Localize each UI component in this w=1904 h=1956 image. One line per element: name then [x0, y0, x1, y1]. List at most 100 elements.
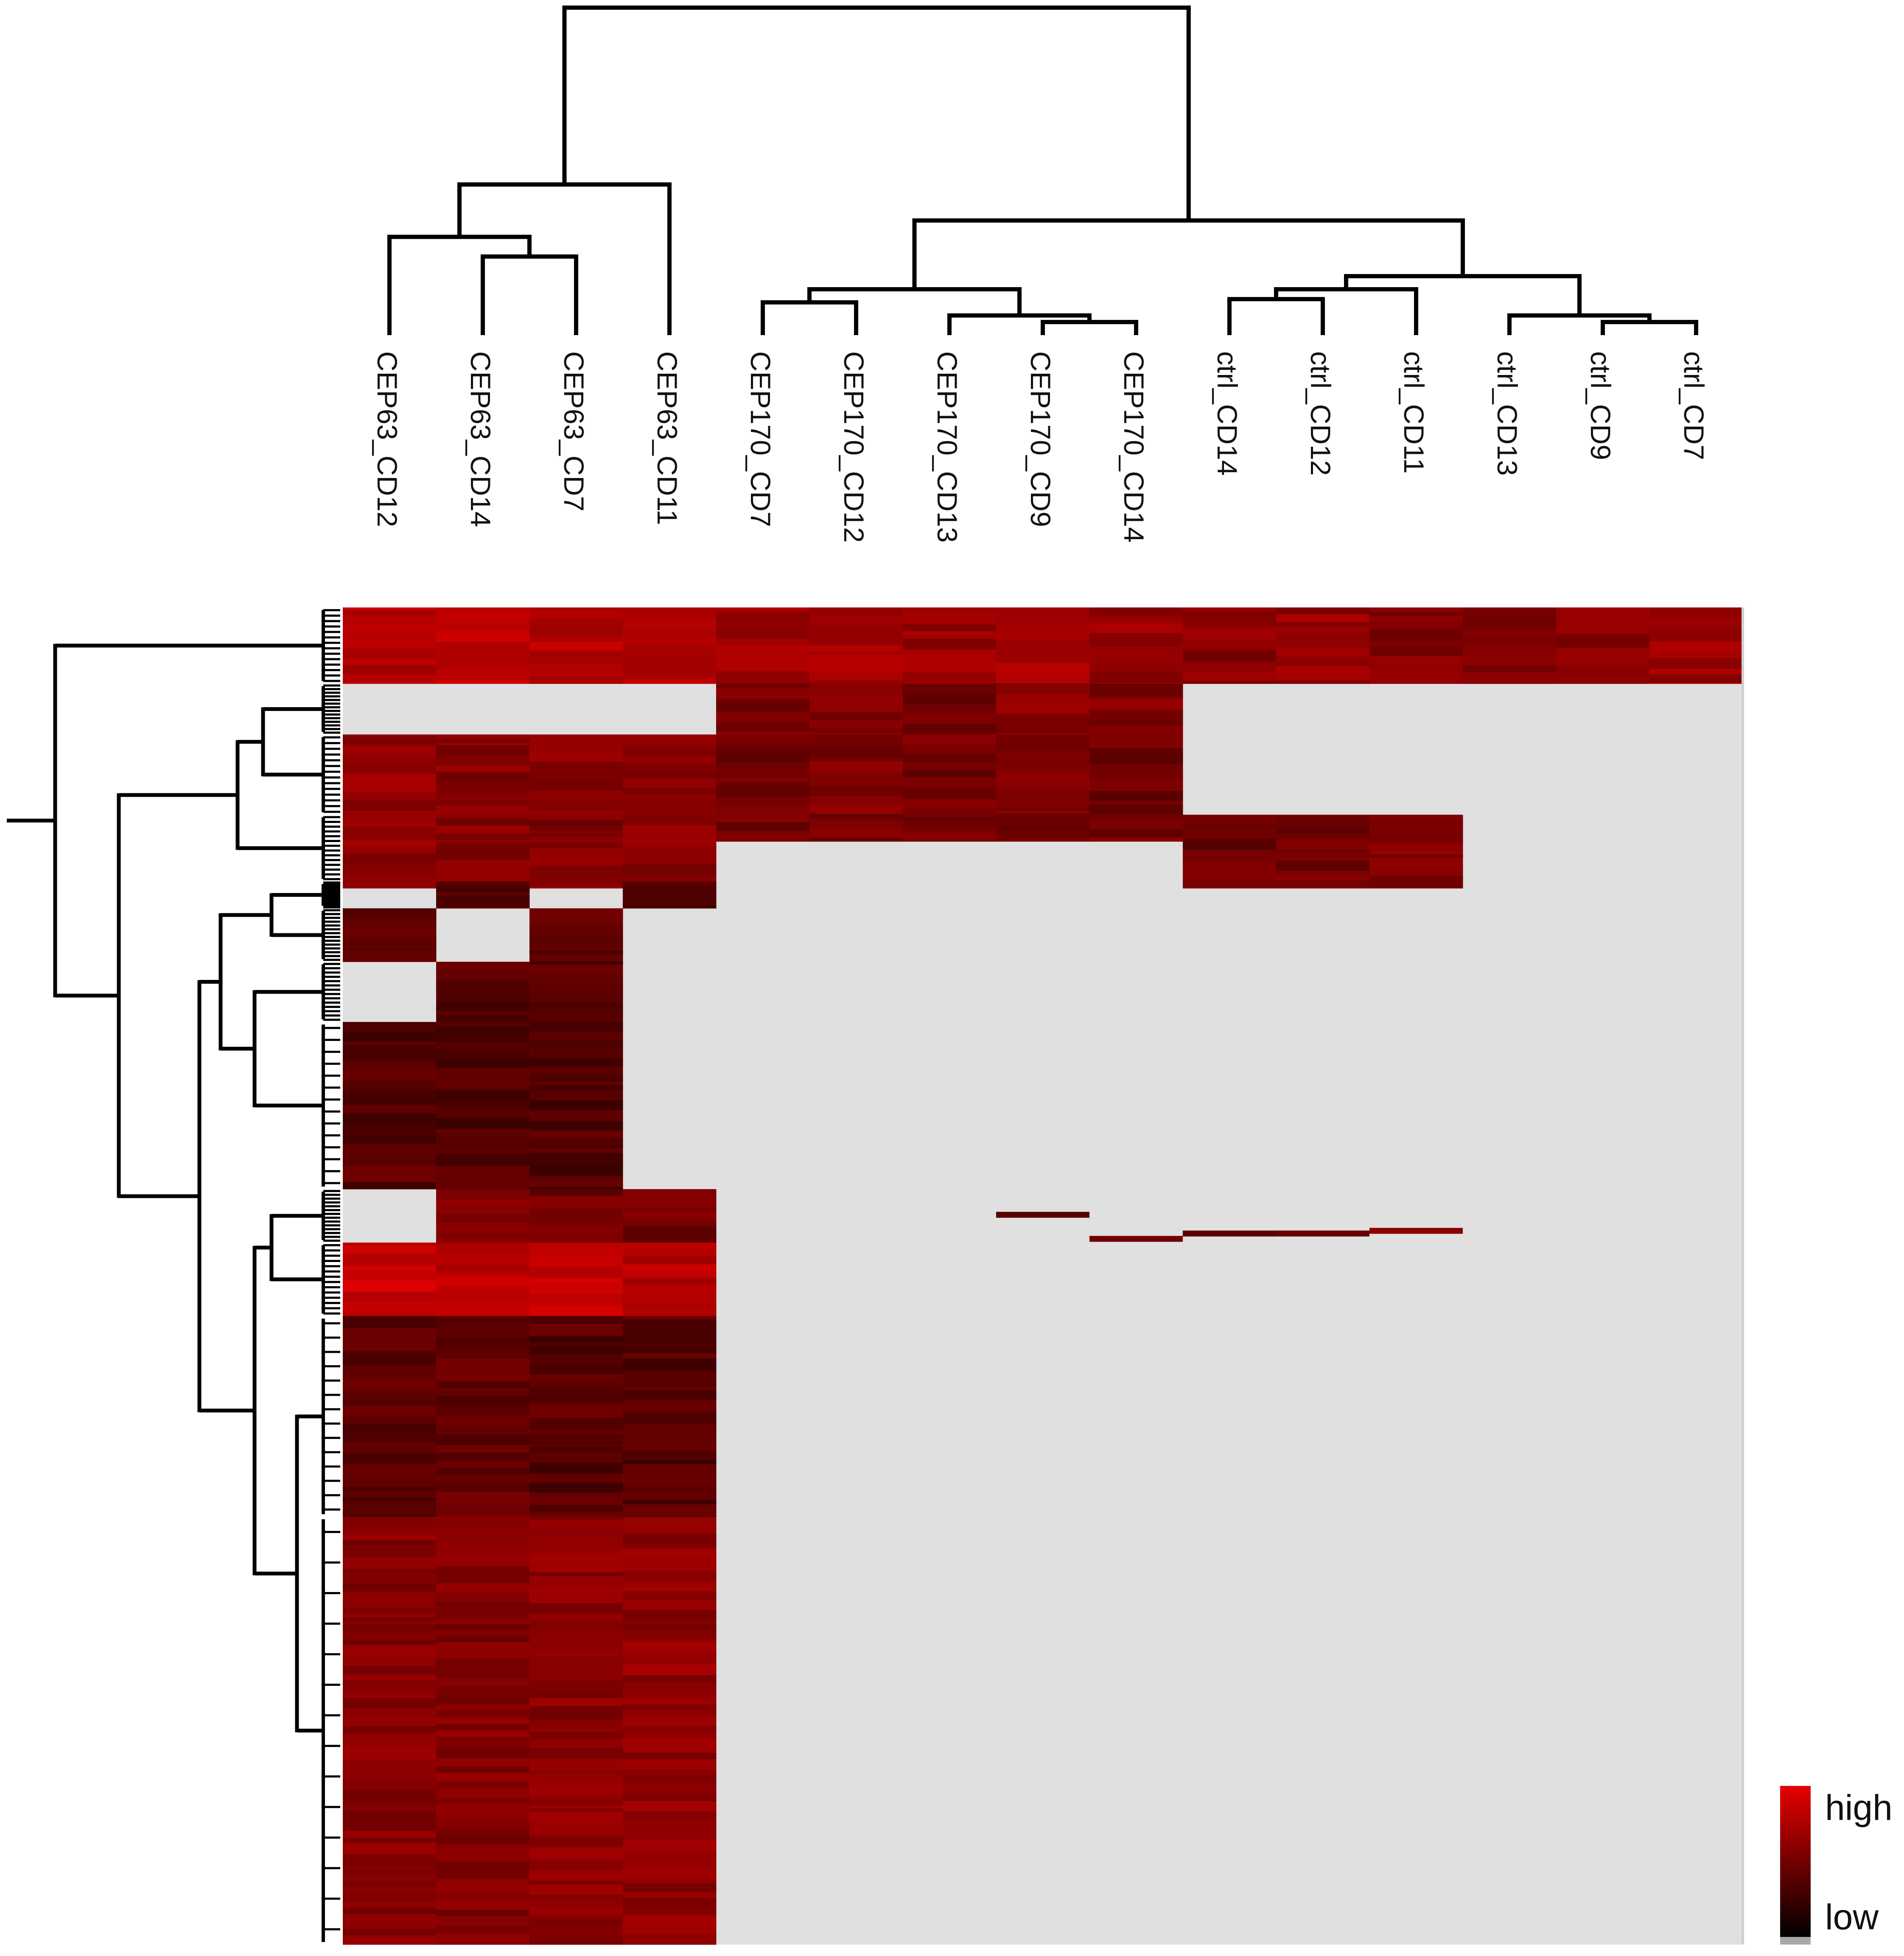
- heatmap-cell: [1183, 626, 1277, 630]
- heatmap-cell: [529, 610, 623, 619]
- heatmap-cell: [436, 1483, 530, 1492]
- heatmap-cell: [343, 1105, 437, 1111]
- heatmap-cell: [343, 607, 437, 610]
- heatmap-cell: [809, 651, 903, 655]
- heatmap-cell: [343, 1155, 437, 1160]
- heatmap-cell: [529, 1278, 623, 1283]
- heatmap-cell: [436, 896, 530, 908]
- heatmap-cell: [1089, 781, 1183, 792]
- heatmap-cell: [623, 1390, 717, 1400]
- heatmap-cell: [996, 801, 1090, 808]
- heatmap-cell: [529, 1808, 623, 1813]
- heatmap-cell: [623, 607, 717, 619]
- heatmap-cell: [436, 1799, 530, 1804]
- heatmap-cell: [623, 1555, 717, 1564]
- heatmap-cell: [1089, 791, 1183, 801]
- heatmap-cell: [623, 1451, 717, 1458]
- heatmap-cell: [529, 1720, 623, 1728]
- heatmap-cell: [623, 665, 717, 674]
- heatmap-cell: [436, 1265, 530, 1272]
- heatmap-cell: [529, 1013, 623, 1021]
- heatmap-cell: [343, 840, 437, 848]
- heatmap-cell: [436, 642, 530, 648]
- heatmap-cell: [623, 1588, 717, 1592]
- heatmap-cell: [529, 1081, 623, 1086]
- heatmap-cell: [1369, 671, 1463, 678]
- heatmap-cell: [1556, 607, 1650, 614]
- heatmap-cell: [1089, 633, 1183, 641]
- heatmap-cell: [529, 1498, 623, 1505]
- heatmap-cell: [343, 1566, 437, 1570]
- heatmap-cell: [996, 674, 1090, 683]
- heatmap-cell: [343, 1365, 437, 1375]
- heatmap-cell: [436, 1405, 530, 1416]
- heatmap-cell: [529, 1130, 623, 1138]
- heatmap-cell: [343, 866, 437, 877]
- heatmap-cell: [623, 1828, 717, 1840]
- heatmap-cell: [343, 1873, 437, 1883]
- heatmap-cell: [436, 1059, 530, 1063]
- heatmap-cell: [343, 1535, 437, 1541]
- heatmap-cell: [436, 1629, 530, 1637]
- heatmap-cell: [903, 809, 997, 817]
- heatmap-cell: [529, 1857, 623, 1861]
- heatmap-cell: [716, 731, 810, 735]
- heatmap-cell: [343, 1434, 437, 1443]
- heatmap-cell: [809, 720, 903, 724]
- heatmap-cell: [436, 1014, 530, 1022]
- heatmap-cell: [343, 1789, 437, 1800]
- heatmap-cell: [343, 1800, 437, 1806]
- heatmap-cell: [436, 1772, 530, 1782]
- heatmap-cell: [1369, 887, 1463, 889]
- heatmap-cell: [1649, 627, 1743, 634]
- heatmap-cell: [903, 821, 997, 828]
- heatmap-cell: [436, 1008, 530, 1012]
- heatmap-cell: [529, 1403, 623, 1406]
- heatmap-cell: [529, 1287, 623, 1295]
- heatmap-cell: [436, 1467, 530, 1475]
- heatmap-cell: [903, 816, 997, 821]
- heatmap-cell: [903, 660, 997, 672]
- heatmap-cell: [436, 1027, 530, 1035]
- heatmap-cell: [529, 635, 623, 642]
- heatmap-cell: [343, 683, 437, 684]
- heatmap-cell: [623, 1533, 717, 1543]
- heatmap-cell: [529, 1305, 623, 1313]
- heatmap-cell: [1369, 867, 1463, 876]
- heatmap-cell: [529, 1366, 623, 1375]
- heatmap-cell: [809, 695, 903, 704]
- heatmap-cell: [436, 1416, 530, 1426]
- heatmap-cell: [343, 1779, 437, 1790]
- heatmap-cell: [529, 820, 623, 827]
- heatmap-cell: [343, 1770, 437, 1780]
- heatmap-cell: [343, 1311, 437, 1317]
- heatmap-cell: [623, 656, 717, 666]
- heatmap-cell: [996, 789, 1090, 802]
- heatmap-cell: [996, 634, 1090, 640]
- heatmap-cell: [436, 1827, 530, 1836]
- heatmap-cell: [1276, 647, 1370, 657]
- heatmap-cell: [996, 772, 1090, 783]
- heatmap-cell: [529, 830, 623, 834]
- heatmap-cell: [529, 676, 623, 684]
- heatmap-cell: [436, 843, 530, 850]
- heatmap-cell: [529, 1422, 623, 1430]
- heatmap-cell: [529, 930, 623, 933]
- heatmap-cell: [623, 1629, 717, 1640]
- heatmap-cell: [1649, 683, 1743, 684]
- heatmap-cell: [903, 638, 997, 650]
- heatmap-cell: [1183, 650, 1277, 662]
- heatmap-cell: [343, 1733, 437, 1745]
- heatmap-cell: [529, 1049, 623, 1058]
- heatmap-cell: [436, 1605, 530, 1617]
- heatmap-cell: [343, 1416, 437, 1424]
- heatmap-cell: [436, 1852, 530, 1862]
- heatmap-cell: [436, 1704, 530, 1710]
- heatmap-cell: [529, 1536, 623, 1548]
- heatmap-cell: [623, 1698, 717, 1705]
- heatmap-cell: [529, 1452, 623, 1463]
- heatmap-cell: [809, 758, 903, 762]
- heatmap-cell: [529, 1651, 623, 1657]
- heatmap-cell: [436, 802, 530, 806]
- heatmap-cell: [529, 1665, 623, 1677]
